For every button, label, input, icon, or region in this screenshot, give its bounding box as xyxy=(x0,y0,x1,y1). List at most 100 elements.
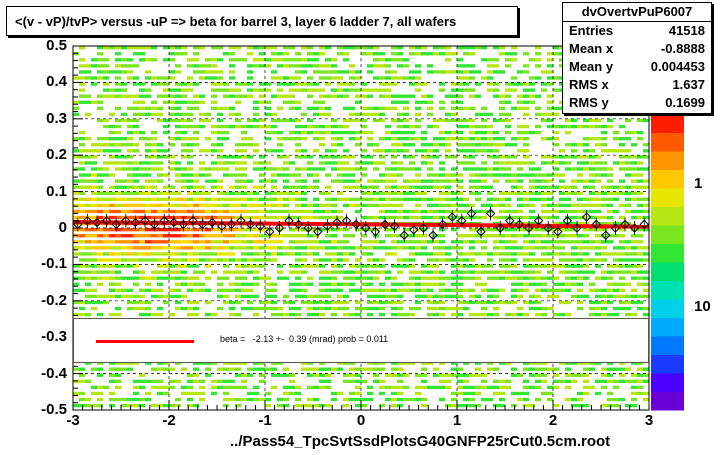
heatmap-cell xyxy=(325,367,332,371)
heatmap-cell xyxy=(337,288,344,293)
heatmap-cell xyxy=(145,173,152,177)
heatmap-cell xyxy=(487,130,494,135)
heatmap-cell xyxy=(271,240,278,244)
heatmap-cell xyxy=(487,288,494,293)
heatmap-cell xyxy=(205,167,212,171)
heatmap-cell xyxy=(331,258,338,262)
heatmap-cell xyxy=(391,82,398,86)
heatmap-cell xyxy=(115,137,122,141)
heatmap-cell xyxy=(223,124,230,129)
heatmap-cell xyxy=(319,246,326,250)
heatmap-cell xyxy=(415,270,422,274)
heatmap-cell xyxy=(259,46,266,50)
heatmap-cell xyxy=(73,137,80,141)
heatmap-cell xyxy=(427,288,434,293)
heatmap-cell xyxy=(367,185,374,189)
heatmap-cell xyxy=(145,149,152,153)
heatmap-cell xyxy=(115,46,122,50)
heatmap-cell xyxy=(367,52,374,56)
heatmap-cell xyxy=(79,391,86,396)
heatmap-cell xyxy=(367,246,374,250)
heatmap-cell xyxy=(307,155,314,159)
heatmap-cell xyxy=(421,143,428,147)
heatmap-cell xyxy=(181,130,188,135)
heatmap-cell xyxy=(139,197,146,202)
heatmap-cell xyxy=(601,228,608,232)
heatmap-cell xyxy=(493,300,500,305)
heatmap-cell xyxy=(115,312,122,317)
heatmap-cell xyxy=(97,46,104,50)
heatmap-cell xyxy=(481,209,488,214)
heatmap-cell xyxy=(235,143,242,147)
heatmap-cell xyxy=(115,306,122,311)
heatmap-cell xyxy=(499,215,506,220)
heatmap-cell xyxy=(493,149,500,153)
heatmap-cell xyxy=(625,252,632,256)
heatmap-cell xyxy=(433,252,440,256)
heatmap-cell xyxy=(79,167,86,171)
heatmap-cell xyxy=(253,306,260,311)
heatmap-cell xyxy=(85,288,92,293)
heatmap-cell xyxy=(235,300,242,305)
heatmap-cell xyxy=(553,252,560,256)
heatmap-cell xyxy=(97,246,104,250)
heatmap-cell xyxy=(277,209,284,214)
heatmap-cell xyxy=(457,94,464,98)
heatmap-cell xyxy=(265,403,272,408)
heatmap-cell xyxy=(469,264,476,268)
heatmap-cell xyxy=(517,228,524,232)
heatmap-cell xyxy=(271,149,278,153)
heatmap-cell xyxy=(613,137,620,141)
heatmap-cell xyxy=(511,191,518,195)
heatmap-cell xyxy=(457,240,464,244)
heatmap-cell xyxy=(283,185,290,189)
heatmap-cell xyxy=(319,70,326,74)
heatmap-cell xyxy=(541,112,548,117)
heatmap-cell xyxy=(223,197,230,202)
heatmap-cell xyxy=(427,100,434,104)
heatmap-cell xyxy=(121,367,128,371)
heatmap-cell xyxy=(241,197,248,202)
heatmap-cell xyxy=(595,228,602,232)
heatmap-cell xyxy=(187,234,194,238)
heatmap-cell xyxy=(355,288,362,293)
heatmap-cell xyxy=(463,143,470,147)
heatmap-cell xyxy=(97,397,104,402)
heatmap-cell xyxy=(529,264,536,268)
heatmap-cell xyxy=(385,300,392,305)
heatmap-cell xyxy=(523,252,530,256)
heatmap-cell xyxy=(295,137,302,141)
heatmap-cell xyxy=(451,70,458,74)
heatmap-cell xyxy=(511,106,518,111)
heatmap-cell xyxy=(121,137,128,141)
heatmap-cell xyxy=(349,70,356,74)
heatmap-cell xyxy=(535,276,542,280)
heatmap-cell xyxy=(523,100,530,104)
heatmap-cell xyxy=(619,276,626,280)
heatmap-cell xyxy=(547,70,554,74)
heatmap-cell xyxy=(361,282,368,286)
heatmap-cell xyxy=(313,124,320,129)
heatmap-cell xyxy=(601,240,608,244)
heatmap-cell xyxy=(487,143,494,147)
heatmap-cell xyxy=(577,203,584,208)
heatmap-cell xyxy=(85,209,92,214)
heatmap-cell xyxy=(553,209,560,214)
y-tick-label: 0.5 xyxy=(46,37,67,54)
heatmap-cell xyxy=(205,276,212,280)
heatmap-cell xyxy=(103,82,110,86)
heatmap-cell xyxy=(97,367,104,371)
heatmap-cell xyxy=(109,191,116,195)
heatmap-cell xyxy=(103,294,110,299)
heatmap-cell xyxy=(541,155,548,159)
heatmap-cell xyxy=(139,209,146,214)
heatmap-cell xyxy=(379,58,386,62)
heatmap-cell xyxy=(433,215,440,220)
heatmap-cell xyxy=(109,173,116,177)
heatmap-cell xyxy=(259,124,266,129)
heatmap-cell xyxy=(319,155,326,159)
heatmap-cell xyxy=(307,294,314,299)
heatmap-cell xyxy=(79,76,86,80)
heatmap-cell xyxy=(85,94,92,98)
heatmap-cell xyxy=(421,52,428,56)
